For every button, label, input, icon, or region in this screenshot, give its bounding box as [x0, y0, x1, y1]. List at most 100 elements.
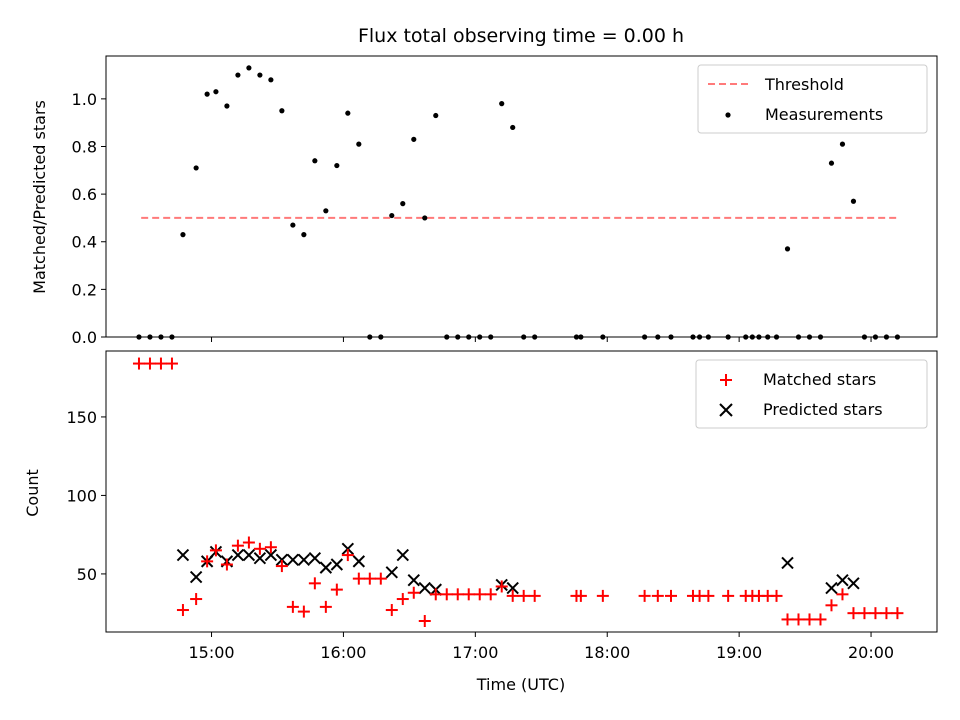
bottom-x-tick-label: 15:00 [188, 643, 234, 662]
bottom-y-tick-label: 100 [66, 486, 97, 505]
measurement-point [499, 101, 505, 107]
measurement-point [433, 112, 439, 119]
chart-title: Flux total observing time = 0.00 h [358, 25, 684, 47]
bottom-legend-box [695, 359, 928, 429]
matched-star-point [275, 560, 288, 573]
measurement-point [312, 158, 318, 164]
top-plot-marks [136, 65, 901, 340]
top-legend: Threshold Measurements [697, 64, 928, 134]
matched-star-point [473, 588, 486, 601]
measurement-point [422, 215, 428, 221]
top-legend-box [697, 64, 928, 134]
predicted-star-point [231, 548, 245, 562]
legend-matched-swatch [720, 374, 732, 386]
measurement-point [279, 108, 285, 114]
matched-star-point [891, 607, 904, 620]
top-y-tick-label: 1.0 [72, 90, 97, 109]
bottom-x-tick-label: 19:00 [716, 643, 762, 662]
matched-star-point [143, 357, 156, 370]
matched-star-point [440, 588, 453, 601]
matched-star-point [880, 607, 893, 620]
measurement-point [345, 110, 351, 116]
matched-star-point [517, 589, 530, 602]
measurement-point [784, 246, 791, 252]
matched-star-point [429, 588, 442, 601]
matched-star-point [231, 539, 244, 552]
matched-star-point [803, 613, 816, 626]
matched-star-point [154, 357, 167, 370]
bottom-y-axis-label: Count [23, 469, 42, 517]
bottom-plot-marks [132, 357, 904, 628]
matched-star-point [407, 586, 420, 599]
matched-star-point [242, 536, 255, 549]
matched-star-point [528, 589, 541, 602]
top-y-axis-label: Matched/Predicted stars [30, 100, 49, 294]
predicted-star-point [836, 573, 849, 587]
predicted-star-point [176, 548, 190, 562]
predicted-star-point [330, 558, 344, 571]
matched-star-point [722, 589, 735, 602]
predicted-star-point [319, 561, 333, 574]
bottom-plot-frame [105, 350, 938, 633]
top-y-tick-label: 0.8 [72, 137, 97, 156]
matched-star-point [165, 357, 178, 370]
matched-star-point [770, 589, 783, 602]
measurement-point [301, 232, 307, 238]
legend-measurements-swatch [725, 112, 731, 118]
matched-star-point [341, 549, 354, 562]
measurement-point [850, 198, 857, 204]
bottom-x-tick-label: 17:00 [452, 643, 498, 662]
bottom-y-tick-label: 50 [77, 565, 97, 584]
matched-star-point [836, 588, 849, 601]
measurement-point [356, 141, 362, 147]
measurement-point [323, 208, 329, 214]
matched-star-point [814, 613, 827, 626]
matched-star-point [190, 593, 203, 606]
matched-star-point [132, 357, 145, 370]
measurement-point [246, 65, 252, 71]
matched-star-point [462, 588, 475, 601]
matched-star-point [209, 544, 222, 557]
matched-star-point [495, 580, 508, 593]
bottom-x-axis-label: Time (UTC) [476, 675, 565, 694]
matched-star-point [253, 542, 266, 555]
measurement-point [839, 141, 846, 147]
predicted-star-point [781, 556, 794, 570]
legend-predicted-label: Predicted stars [763, 400, 883, 419]
predicted-star-point [352, 555, 366, 568]
top-y-axis-ticks: 0.0 0.2 0.4 0.6 0.8 1.0 [72, 90, 106, 347]
matched-star-point [374, 572, 387, 585]
bottom-x-axis-ticks: 15:00 16:00 17:00 18:00 19:00 20:00 [188, 632, 894, 662]
top-y-tick-label: 0.4 [72, 233, 97, 252]
matched-star-point [847, 607, 860, 620]
legend-threshold-label: Threshold [764, 75, 844, 94]
matched-star-point [352, 572, 365, 585]
measurement-point [411, 136, 417, 142]
matched-star-point [201, 555, 214, 568]
predicted-star-point [242, 548, 256, 562]
predicted-star-point [286, 553, 300, 566]
predicted-star-point [847, 577, 860, 590]
matched-star-point [825, 599, 838, 612]
matched-star-point [385, 604, 398, 617]
predicted-star-point [253, 552, 267, 565]
matched-star-point [396, 593, 409, 606]
measurement-point [204, 91, 210, 97]
predicted-star-point [396, 548, 409, 562]
matched-star-point [319, 600, 332, 613]
matched-star-point [363, 572, 376, 585]
measurement-point [334, 162, 340, 169]
predicted-star-point [275, 553, 289, 566]
matched-star-point [506, 589, 519, 602]
matched-star-point [596, 589, 609, 602]
bottom-x-tick-label: 16:00 [320, 643, 366, 662]
matched-star-point [869, 607, 882, 620]
matched-star-point [484, 588, 497, 601]
matched-star-point [330, 583, 343, 596]
measurement-point [290, 222, 296, 228]
predicted-star-point [825, 581, 838, 595]
top-x-axis-ticks [211, 337, 872, 342]
matched-star-point [651, 589, 664, 602]
matched-star-point [781, 613, 794, 626]
